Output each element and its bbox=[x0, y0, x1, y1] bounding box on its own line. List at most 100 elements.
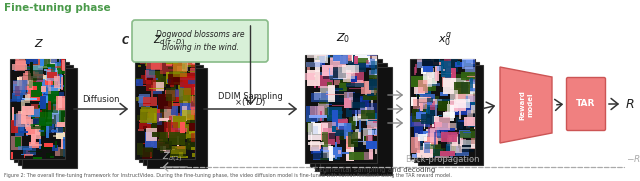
Bar bbox=[438, 115, 442, 116]
Bar bbox=[26, 90, 27, 93]
Bar bbox=[49, 67, 55, 74]
Bar bbox=[51, 102, 58, 113]
Bar bbox=[28, 122, 29, 125]
Bar bbox=[451, 144, 462, 153]
Bar bbox=[417, 108, 420, 120]
Bar bbox=[328, 85, 335, 102]
Bar bbox=[470, 77, 472, 91]
Bar bbox=[147, 68, 207, 168]
Bar bbox=[49, 85, 60, 91]
Bar bbox=[20, 67, 34, 69]
Bar bbox=[54, 115, 56, 129]
Bar bbox=[310, 106, 312, 108]
Bar bbox=[425, 144, 440, 149]
Bar bbox=[38, 105, 44, 108]
Bar bbox=[26, 150, 30, 155]
Text: TAR: TAR bbox=[576, 100, 596, 108]
Bar bbox=[331, 111, 343, 113]
Bar bbox=[314, 55, 328, 63]
Bar bbox=[191, 59, 195, 69]
Bar bbox=[166, 128, 182, 138]
Bar bbox=[34, 90, 40, 97]
Bar bbox=[335, 118, 347, 133]
Bar bbox=[42, 91, 57, 106]
Bar bbox=[28, 74, 37, 81]
Bar bbox=[136, 78, 141, 80]
Bar bbox=[14, 62, 69, 162]
Bar bbox=[164, 59, 170, 61]
Text: $-R$: $-R$ bbox=[626, 153, 640, 164]
Bar bbox=[368, 119, 377, 120]
Bar bbox=[414, 67, 416, 75]
Bar bbox=[141, 148, 151, 159]
Bar bbox=[138, 65, 141, 67]
Bar bbox=[319, 144, 321, 149]
Bar bbox=[346, 99, 347, 108]
Bar bbox=[319, 98, 335, 104]
Bar bbox=[184, 85, 194, 95]
Bar bbox=[40, 87, 44, 94]
Bar bbox=[148, 109, 161, 122]
Bar bbox=[332, 105, 346, 106]
Bar bbox=[50, 156, 54, 158]
Bar bbox=[413, 85, 425, 94]
Bar bbox=[51, 67, 54, 72]
Bar bbox=[173, 75, 179, 82]
Bar bbox=[426, 107, 428, 113]
Bar bbox=[31, 104, 39, 115]
Bar bbox=[445, 144, 451, 152]
Bar bbox=[152, 136, 155, 137]
Bar bbox=[24, 74, 36, 90]
Bar bbox=[328, 117, 346, 120]
Bar bbox=[454, 99, 470, 108]
Bar bbox=[38, 104, 52, 106]
Bar bbox=[468, 79, 475, 84]
Bar bbox=[474, 59, 475, 67]
Bar bbox=[365, 141, 377, 149]
Bar bbox=[326, 55, 330, 57]
Bar bbox=[348, 92, 355, 101]
Bar bbox=[369, 75, 377, 85]
Bar bbox=[168, 106, 176, 112]
Bar bbox=[159, 132, 168, 142]
Bar bbox=[27, 66, 38, 70]
Bar bbox=[173, 63, 187, 77]
Bar bbox=[328, 133, 335, 139]
Bar bbox=[32, 108, 40, 119]
Bar bbox=[450, 147, 452, 158]
Bar bbox=[47, 72, 57, 78]
Bar bbox=[61, 138, 63, 149]
Bar bbox=[417, 98, 433, 103]
Bar bbox=[334, 77, 340, 85]
Bar bbox=[190, 96, 195, 109]
Bar bbox=[355, 129, 360, 138]
Bar bbox=[427, 118, 430, 127]
Bar bbox=[137, 115, 143, 121]
Bar bbox=[333, 56, 346, 67]
Bar bbox=[352, 102, 365, 108]
Bar bbox=[29, 81, 31, 88]
Bar bbox=[26, 122, 28, 136]
Bar bbox=[154, 113, 162, 125]
Bar bbox=[369, 128, 377, 135]
Bar bbox=[32, 82, 43, 87]
Bar bbox=[367, 103, 377, 116]
Bar bbox=[461, 140, 475, 149]
Bar bbox=[39, 117, 45, 122]
Bar bbox=[343, 55, 348, 60]
Bar bbox=[188, 59, 195, 67]
Bar bbox=[21, 115, 26, 123]
Bar bbox=[426, 84, 427, 85]
Bar bbox=[184, 82, 191, 84]
Bar bbox=[171, 106, 178, 115]
Bar bbox=[313, 149, 323, 160]
Bar bbox=[171, 64, 176, 66]
Bar bbox=[152, 76, 166, 87]
Bar bbox=[339, 83, 348, 98]
Bar bbox=[172, 125, 188, 130]
Text: $Z_{d(\tau \cdot D)}$: $Z_{d(\tau \cdot D)}$ bbox=[153, 34, 185, 49]
Bar bbox=[51, 59, 60, 67]
Bar bbox=[456, 117, 460, 128]
Bar bbox=[428, 59, 435, 64]
Bar bbox=[426, 129, 435, 131]
